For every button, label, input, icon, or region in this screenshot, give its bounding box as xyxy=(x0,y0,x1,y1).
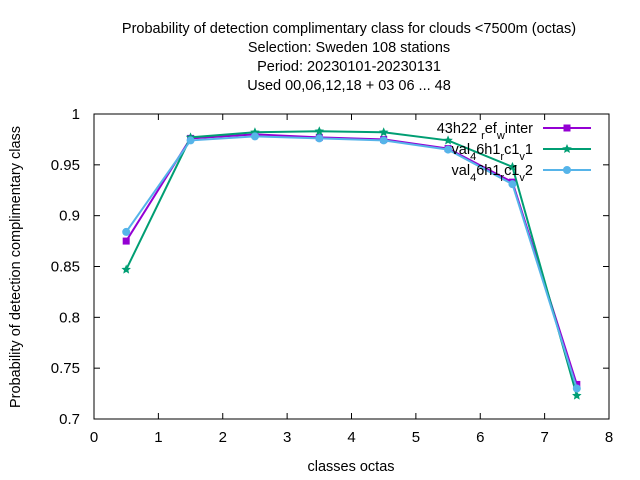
plot-frame xyxy=(93,113,610,420)
x-tick-label: 6 xyxy=(476,429,484,446)
y-tick-label: 0.9 xyxy=(59,208,80,225)
legend-marker xyxy=(562,144,572,154)
legend-entry-2: val46h1rc1v1 xyxy=(452,142,591,163)
x-tick-label: 8 xyxy=(605,429,613,446)
data-point xyxy=(508,180,517,189)
legend-marker xyxy=(563,124,571,132)
y-tick-label: 0.8 xyxy=(59,309,80,326)
data-point xyxy=(443,135,453,145)
x-tick-label: 1 xyxy=(154,429,162,446)
y-tick-label: 0.85 xyxy=(51,259,80,276)
legend-entry-1: 43h22 refwinter xyxy=(437,121,591,142)
data-point xyxy=(314,126,325,136)
title-line-4: Used 00,06,12,18 + 03 06 ... 48 xyxy=(247,78,451,94)
legend-label: 43h22 refwinter xyxy=(437,121,533,142)
data-point xyxy=(572,384,581,393)
data-point xyxy=(250,132,259,141)
title-line-2: Selection: Sweden 108 stations xyxy=(248,40,450,56)
data-point xyxy=(572,390,582,400)
legend-label: val46h1rc1v1 xyxy=(452,142,533,163)
y-tick-label: 0.75 xyxy=(51,360,80,377)
title-line-1: Probability of detection complimentary c… xyxy=(122,21,576,37)
legend-marker xyxy=(563,166,571,174)
series-line xyxy=(125,133,578,385)
data-point xyxy=(315,134,324,143)
data-point xyxy=(186,136,195,145)
y-axis-ticks: 0.7 0.75 0.8 0.85 0.9 0.95 1 xyxy=(51,106,609,428)
x-tick-label: 4 xyxy=(347,429,355,446)
series-lines xyxy=(121,126,582,400)
data-point xyxy=(507,161,518,171)
x-tick-label: 2 xyxy=(219,429,227,446)
series-line xyxy=(125,130,578,396)
data-point xyxy=(573,380,581,388)
title-line-3: Period: 20230101-20230131 xyxy=(257,59,441,75)
x-tick-label: 3 xyxy=(283,429,291,446)
data-point xyxy=(122,237,130,245)
x-tick-label: 0 xyxy=(90,429,98,446)
data-point xyxy=(121,264,131,274)
data-point xyxy=(122,227,131,236)
legend-entry-3: val46h1rc1v2 xyxy=(452,163,591,184)
data-point xyxy=(444,145,453,154)
x-tick-label: 7 xyxy=(540,429,548,446)
data-point xyxy=(378,127,389,137)
y-tick-label: 0.95 xyxy=(51,157,80,174)
y-tick-label: 1 xyxy=(72,106,80,123)
x-tick-label: 5 xyxy=(412,429,420,446)
x-axis-label: classes octas xyxy=(307,459,394,475)
data-point xyxy=(379,136,388,145)
x-axis-ticks: 0 1 2 3 4 5 6 7 8 xyxy=(90,114,613,446)
series-line xyxy=(125,135,578,389)
legend-label: val46h1rc1v2 xyxy=(452,163,533,184)
series-3 xyxy=(122,132,581,393)
y-tick-label: 0.7 xyxy=(59,411,80,428)
plot-border xyxy=(93,113,610,420)
y-axis-label: Probability of detection complimentary c… xyxy=(8,126,24,408)
chart-title: Probability of detection complimentary c… xyxy=(122,21,576,94)
